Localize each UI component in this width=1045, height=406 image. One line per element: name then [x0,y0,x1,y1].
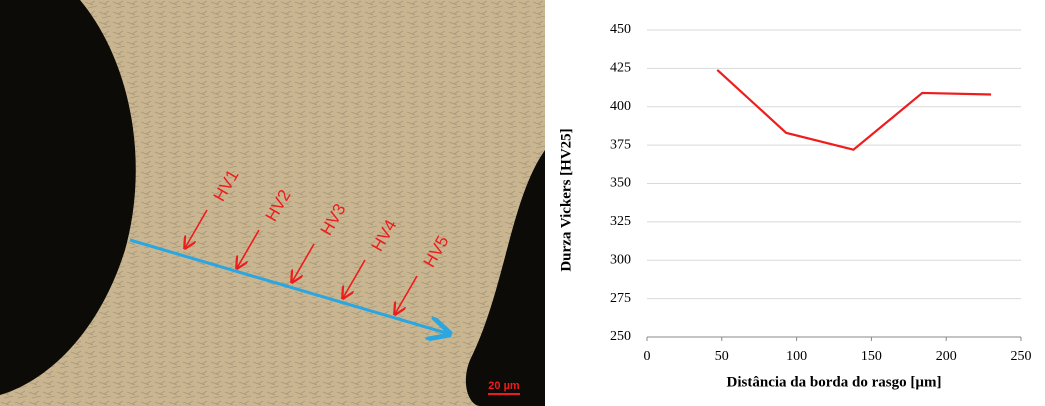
scale-bar-label: 20 µm [488,380,520,392]
x-axis-label: Distância da borda do rasgo [µm] [727,374,942,390]
chart: Durza Vickers [HV25] Distância da borda … [558,22,1031,390]
x-tick-label: 150 [861,349,882,364]
y-tick-label: 350 [610,176,631,191]
page: HV1HV2HV3HV4HV5 20 µm Durza Vickers [HV2… [0,0,1045,406]
x-tick-label: 200 [936,349,957,364]
y-tick-label: 375 [610,137,631,152]
figure: HV1HV2HV3HV4HV5 20 µm Durza Vickers [HV2… [0,0,1045,406]
y-tick-label: 250 [610,329,631,344]
x-tick-label: 50 [715,349,729,364]
x-tick-label: 100 [786,349,807,364]
y-tick-label: 300 [610,252,631,267]
data-line [717,70,991,150]
y-tick-label: 425 [610,61,631,76]
x-tick-label: 250 [1011,349,1032,364]
y-tick-label: 325 [610,214,631,229]
x-tick-label: 0 [644,349,651,364]
y-tick-label: 400 [610,99,631,114]
y-axis-label: Durza Vickers [HV25] [558,128,574,271]
y-tick-label: 275 [610,291,631,306]
y-tick-label: 450 [610,22,631,37]
